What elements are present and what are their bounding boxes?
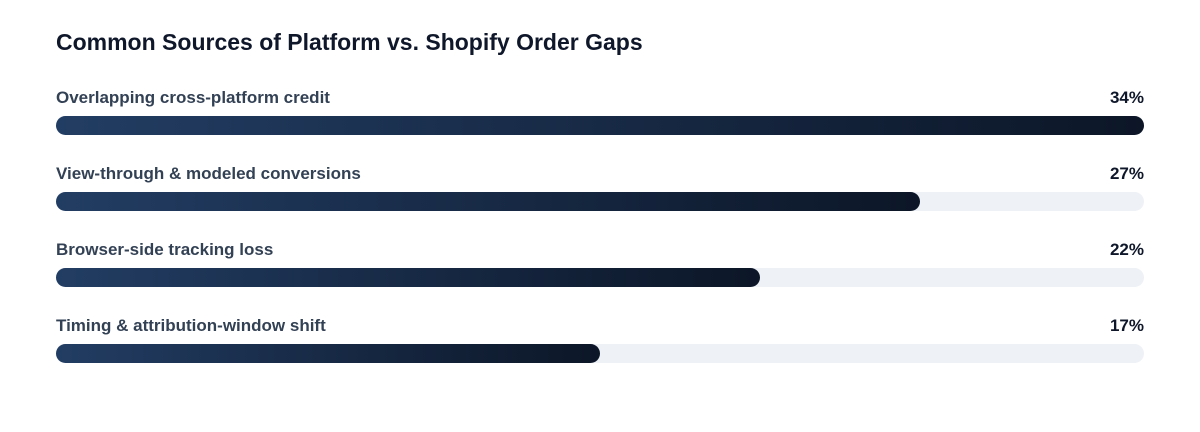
bar-row: Overlapping cross-platform credit 34%	[56, 88, 1144, 148]
bar-track	[56, 268, 1144, 287]
bar-row: View-through & modeled conversions 27%	[56, 164, 1144, 224]
chart-title: Common Sources of Platform vs. Shopify O…	[56, 29, 643, 55]
value-label: 17%	[1109, 316, 1144, 335]
bar-row: Browser-side tracking loss 22%	[56, 240, 1144, 300]
bar	[56, 344, 600, 363]
bar-row: Timing & attribution-window shift 17%	[56, 316, 1144, 376]
category-label: View-through & modeled conversions	[56, 164, 361, 183]
value-label: 22%	[1109, 240, 1144, 259]
bar-track	[56, 116, 1144, 135]
bar	[56, 268, 760, 287]
bar-track	[56, 344, 1144, 363]
category-label: Browser-side tracking loss	[56, 240, 274, 259]
category-label: Overlapping cross-platform credit	[56, 88, 330, 107]
value-label: 27%	[1109, 164, 1144, 183]
bar	[56, 192, 920, 211]
bar-track	[56, 192, 1144, 211]
value-label: 34%	[1109, 88, 1144, 107]
bar	[56, 116, 1144, 135]
category-label: Timing & attribution-window shift	[56, 316, 326, 335]
